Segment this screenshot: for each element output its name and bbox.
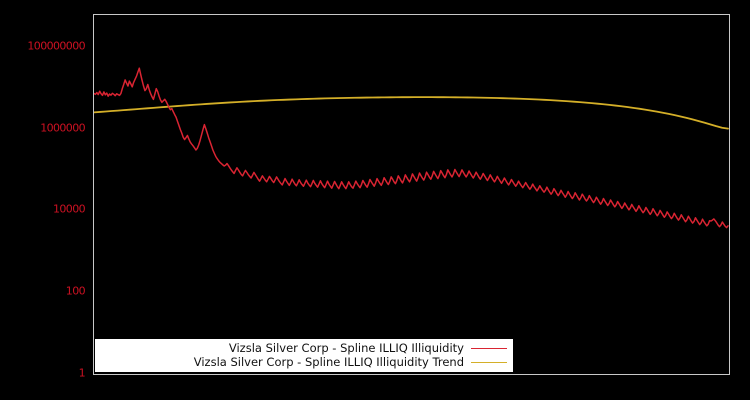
plot-area xyxy=(93,14,730,375)
legend-swatch-illiquidity xyxy=(471,347,507,349)
series-line-trend xyxy=(94,96,729,130)
series-line-illiquidity xyxy=(94,67,729,229)
chart-legend: Vizsla Silver Corp - Spline ILLIQ Illiqu… xyxy=(95,339,513,372)
y-axis-tick-label: 1 xyxy=(78,366,86,380)
y-axis-tick-label: 1000000 xyxy=(40,121,85,135)
legend-swatch-trend xyxy=(471,361,507,363)
legend-label-illiquidity: Vizsla Silver Corp - Spline ILLIQ Illiqu… xyxy=(228,341,464,355)
chart-canvas xyxy=(94,67,729,229)
y-axis-tick-label: 100000000 xyxy=(27,39,85,53)
legend-entry-illiquidity: Vizsla Silver Corp - Spline ILLIQ Illiqu… xyxy=(96,341,512,355)
y-axis-tick-label: 100 xyxy=(65,284,86,298)
legend-entry-trend: Vizsla Silver Corp - Spline ILLIQ Illiqu… xyxy=(96,355,512,369)
legend-label-trend: Vizsla Silver Corp - Spline ILLIQ Illiqu… xyxy=(193,355,464,369)
y-axis-tick-label: 10000 xyxy=(53,202,86,216)
